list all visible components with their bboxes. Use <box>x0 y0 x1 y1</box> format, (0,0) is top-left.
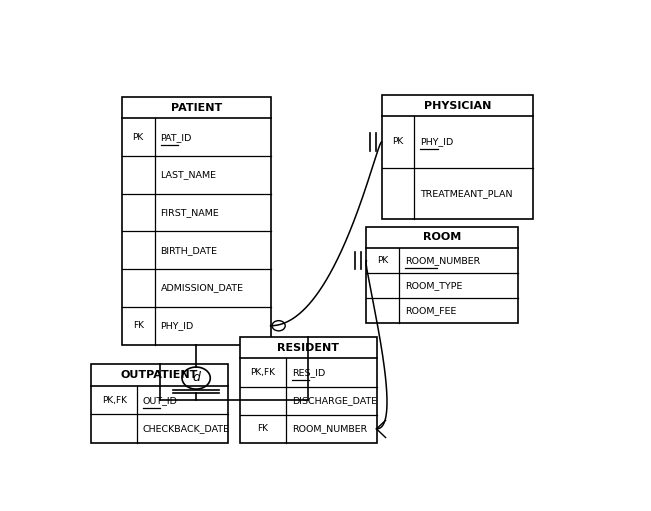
Text: RES_ID: RES_ID <box>292 368 325 377</box>
Text: FK: FK <box>133 321 144 330</box>
Text: ROOM_FEE: ROOM_FEE <box>406 306 456 315</box>
Text: PK,FK: PK,FK <box>251 368 275 377</box>
Text: PHYSICIAN: PHYSICIAN <box>424 101 491 110</box>
Bar <box>122 97 271 344</box>
Text: d: d <box>192 371 200 384</box>
Text: PK: PK <box>393 137 404 147</box>
Bar <box>381 95 533 219</box>
Text: PK: PK <box>377 256 389 265</box>
Text: FIRST_NAME: FIRST_NAME <box>161 208 219 217</box>
Text: PK: PK <box>133 133 144 142</box>
Text: PATIENT: PATIENT <box>171 103 222 112</box>
Text: ROOM_TYPE: ROOM_TYPE <box>406 281 463 290</box>
Text: PAT_ID: PAT_ID <box>161 133 192 142</box>
Bar <box>91 364 228 443</box>
Text: RESIDENT: RESIDENT <box>277 342 339 353</box>
Text: ROOM_NUMBER: ROOM_NUMBER <box>406 256 480 265</box>
Text: PHY_ID: PHY_ID <box>161 321 194 330</box>
Text: BIRTH_DATE: BIRTH_DATE <box>161 246 217 255</box>
Text: CHECKBACK_DATE: CHECKBACK_DATE <box>143 424 230 433</box>
Text: TREATMEANT_PLAN: TREATMEANT_PLAN <box>421 189 513 198</box>
Text: FK: FK <box>258 425 268 433</box>
Text: PHY_ID: PHY_ID <box>421 137 454 147</box>
Text: LAST_NAME: LAST_NAME <box>161 171 217 179</box>
Bar <box>367 226 518 323</box>
Text: ROOM_NUMBER: ROOM_NUMBER <box>292 425 367 433</box>
Text: ADMISSION_DATE: ADMISSION_DATE <box>161 284 243 293</box>
Text: DISCHARGE_DATE: DISCHARGE_DATE <box>292 396 377 405</box>
Text: ROOM: ROOM <box>423 233 462 242</box>
Text: PK,FK: PK,FK <box>102 396 127 405</box>
Bar <box>240 337 376 443</box>
Text: OUT_ID: OUT_ID <box>143 396 178 405</box>
Text: OUTPATIENT: OUTPATIENT <box>121 370 199 380</box>
